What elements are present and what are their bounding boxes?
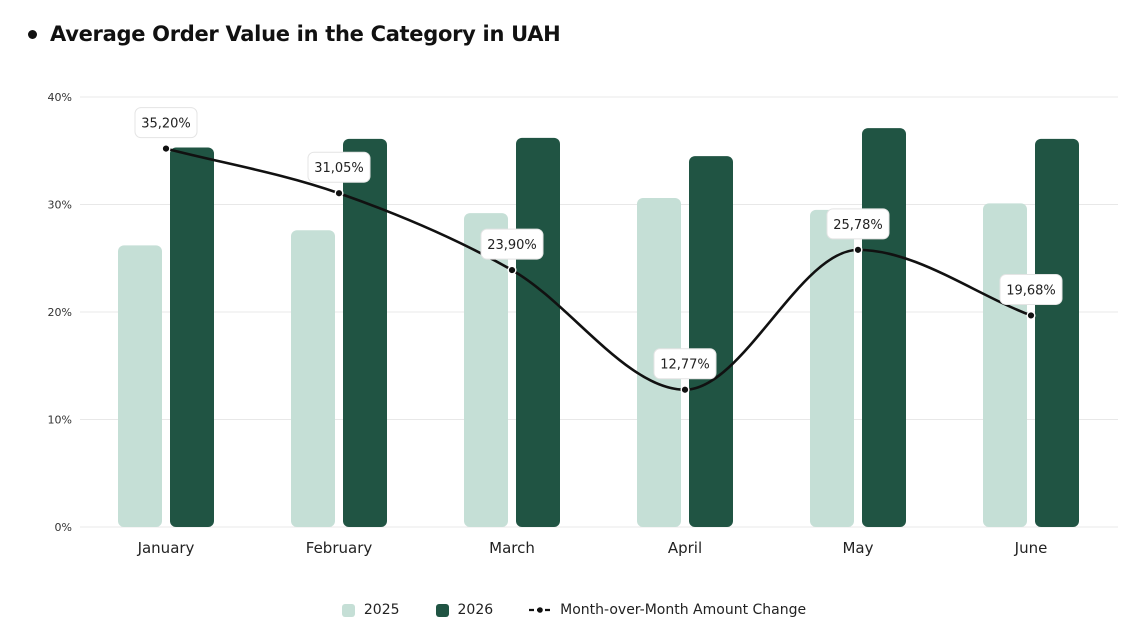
y-tick-label: 30% — [48, 199, 72, 212]
legend-label-mom-change: Month-over-Month Amount Change — [560, 602, 807, 618]
data-label: 31,05% — [314, 161, 364, 176]
bar-2026 — [862, 128, 906, 528]
bar-2025 — [291, 230, 335, 528]
legend-label-2026: 2026 — [457, 602, 494, 618]
data-label-box — [307, 151, 371, 183]
data-label: 25,78% — [833, 218, 883, 233]
mom-change-point — [161, 144, 171, 154]
data-label: 23,90% — [487, 238, 537, 253]
x-category-label: March — [489, 539, 535, 557]
data-label: 35,20% — [141, 117, 191, 132]
y-tick-label: 20% — [48, 306, 72, 319]
data-label-box — [480, 228, 544, 260]
bar-2025 — [810, 209, 854, 527]
mom-change-point — [680, 385, 690, 395]
legend-item-2025[interactable]: 2025 — [341, 602, 400, 618]
legend-label-2025: 2025 — [363, 602, 400, 618]
data-label: 12,77% — [660, 358, 710, 373]
bar-2026 — [343, 138, 387, 528]
bar-2025 — [464, 213, 508, 527]
mom-change-point — [507, 265, 517, 275]
bar-2025 — [118, 245, 162, 527]
bar-2026 — [170, 147, 214, 527]
x-category-label: May — [842, 539, 873, 557]
chart-title-text: Average Order Value in the Category in U… — [50, 22, 561, 46]
order-value-chart: 0% 10% 20% 30% 40% January February March April M… — [48, 91, 1118, 557]
bar-2026 — [1035, 138, 1079, 528]
data-label-box — [999, 273, 1063, 305]
x-category-label: January — [137, 539, 195, 557]
bar-2025 — [983, 203, 1027, 528]
y-tick-label: 0% — [55, 521, 72, 534]
legend-item-2026[interactable]: 2026 — [435, 602, 494, 618]
bar-2026 — [516, 137, 560, 527]
mom-change-point — [853, 245, 863, 255]
x-category-label: June — [1014, 539, 1048, 557]
x-category-label: February — [306, 539, 373, 557]
mom-change-line — [164, 147, 1033, 392]
y-tick-label: 40% — [48, 91, 72, 104]
x-category-label: April — [668, 539, 702, 557]
legend-swatch-2026 — [435, 603, 449, 617]
legend-item-mom-change[interactable]: Month-over-Month Amount Change — [529, 602, 806, 618]
chart-title: Average Order Value in the Category in U… — [28, 22, 561, 46]
y-tick-label: 10% — [48, 414, 72, 427]
chart-legend: 2025 2026 Month-over-Month Amount Change — [0, 602, 1148, 618]
data-label-box — [826, 208, 890, 240]
legend-line-dot-icon — [529, 607, 552, 613]
legend-swatch-2025 — [341, 603, 355, 617]
bar-2026 — [689, 156, 733, 527]
data-label-box — [134, 107, 198, 139]
mom-change-point — [1026, 310, 1036, 320]
data-label-box — [653, 348, 717, 380]
data-label: 19,68% — [1006, 283, 1056, 298]
title-bullet-icon — [28, 29, 37, 39]
mom-change-point — [334, 188, 344, 198]
